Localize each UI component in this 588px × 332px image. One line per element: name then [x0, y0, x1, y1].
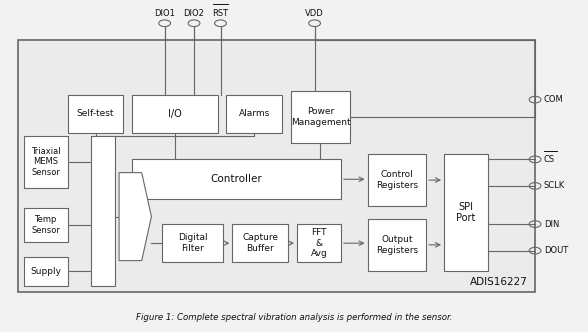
- Text: ADIS16227: ADIS16227: [470, 277, 528, 287]
- FancyBboxPatch shape: [24, 257, 68, 286]
- FancyBboxPatch shape: [132, 159, 341, 199]
- Text: Supply: Supply: [30, 267, 61, 276]
- Text: Triaxial
MEMS
Sensor: Triaxial MEMS Sensor: [31, 147, 61, 177]
- Text: Power
Management: Power Management: [290, 107, 350, 127]
- FancyBboxPatch shape: [444, 154, 488, 271]
- Text: Control
Registers: Control Registers: [376, 170, 418, 190]
- Text: DIO2: DIO2: [183, 9, 205, 18]
- Polygon shape: [119, 173, 152, 261]
- Text: FFT
&
Avg: FFT & Avg: [310, 228, 328, 258]
- FancyBboxPatch shape: [368, 219, 426, 271]
- Text: SCLK: SCLK: [544, 181, 565, 191]
- Text: Controller: Controller: [211, 174, 263, 184]
- FancyBboxPatch shape: [132, 95, 218, 133]
- FancyBboxPatch shape: [24, 136, 68, 188]
- Text: Figure 1: Complete spectral vibration analysis is performed in the sensor.: Figure 1: Complete spectral vibration an…: [136, 312, 452, 322]
- Text: Alarms: Alarms: [239, 109, 270, 118]
- FancyBboxPatch shape: [297, 224, 341, 262]
- FancyBboxPatch shape: [226, 95, 282, 133]
- Text: Temp
Sensor: Temp Sensor: [31, 215, 60, 235]
- FancyBboxPatch shape: [368, 154, 426, 206]
- Text: RST: RST: [212, 9, 229, 18]
- Text: Digital
Filter: Digital Filter: [178, 233, 208, 253]
- Text: VDD: VDD: [305, 9, 324, 18]
- FancyBboxPatch shape: [162, 224, 223, 262]
- Text: CS: CS: [544, 155, 555, 164]
- FancyBboxPatch shape: [291, 91, 350, 143]
- Text: Capture
Buffer: Capture Buffer: [242, 233, 278, 253]
- Text: I/O: I/O: [168, 109, 182, 119]
- Text: DIO1: DIO1: [154, 9, 175, 18]
- FancyBboxPatch shape: [18, 40, 535, 292]
- Text: Output
Registers: Output Registers: [376, 235, 418, 255]
- Text: Self-test: Self-test: [77, 109, 114, 118]
- Text: DOUT: DOUT: [544, 246, 568, 255]
- Text: COM: COM: [544, 95, 564, 104]
- FancyBboxPatch shape: [91, 136, 115, 286]
- FancyBboxPatch shape: [24, 208, 68, 242]
- FancyBboxPatch shape: [232, 224, 288, 262]
- Text: DIN: DIN: [544, 219, 559, 229]
- FancyBboxPatch shape: [68, 95, 123, 133]
- Text: SPI
Port: SPI Port: [456, 202, 476, 223]
